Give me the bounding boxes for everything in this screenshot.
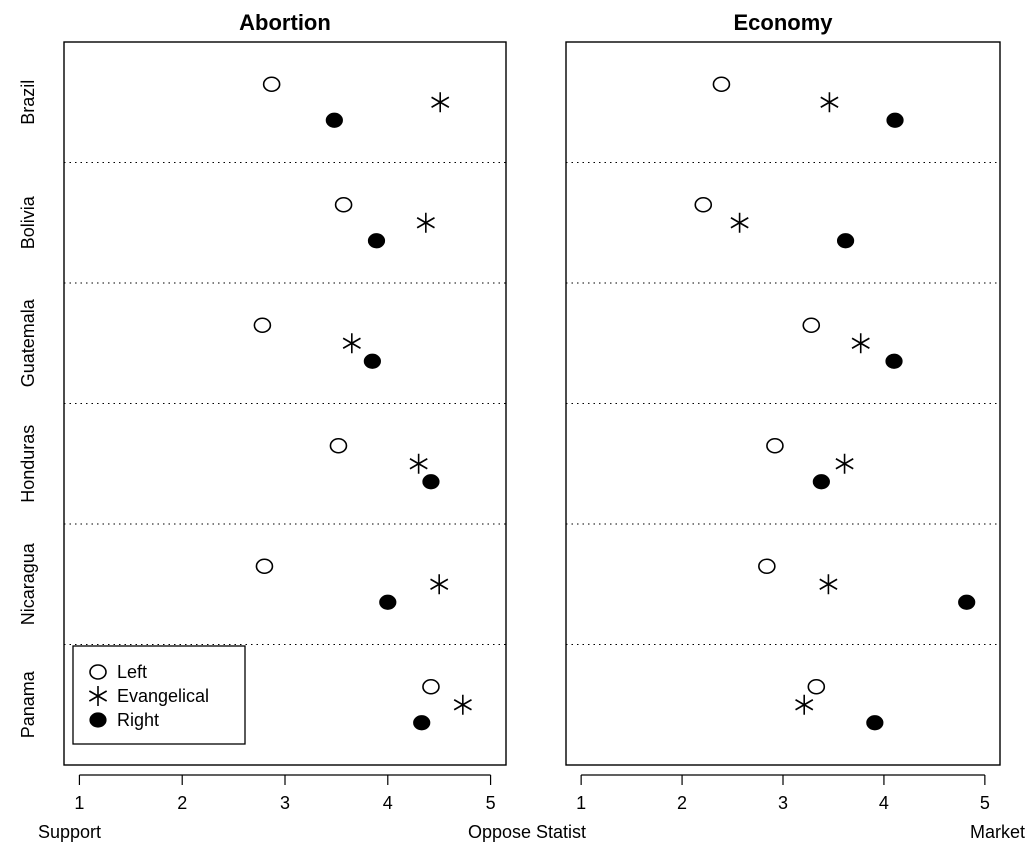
point-right-panama-abortion: [413, 715, 431, 731]
point-left-guatemala-abortion: [253, 317, 272, 334]
point-evangelical-honduras-abortion: [409, 453, 428, 474]
x-tick-label: 2: [677, 793, 687, 813]
point-right-bolivia-economy: [836, 233, 855, 249]
point-left-bolivia-economy: [694, 196, 713, 213]
point-evangelical-bolivia-economy-stroke-3: [730, 217, 749, 229]
x-tick-label: 5: [486, 793, 496, 813]
x-tick-label: 1: [74, 793, 84, 813]
country-label-brazil: Brazil: [18, 80, 38, 125]
country-label-bolivia: Bolivia: [18, 195, 38, 249]
point-evangelical-honduras-economy-stroke-3: [835, 458, 854, 470]
point-evangelical-brazil-abortion: [431, 92, 450, 113]
point-evangelical-panama-economy: [795, 694, 814, 715]
point-evangelical-panama-abortion-stroke-3: [453, 699, 472, 711]
legend-marker-left: [89, 664, 107, 680]
point-left-panama-abortion: [422, 678, 440, 695]
legend-marker-right: [89, 712, 107, 728]
point-evangelical-honduras-economy: [835, 453, 854, 474]
point-evangelical-bolivia-abortion-stroke-3: [416, 217, 435, 229]
x-tick-label: 3: [280, 793, 290, 813]
country-label-guatemala: Guatemala: [18, 298, 38, 387]
legend-label-evangelical: Evangelical: [117, 686, 209, 706]
point-evangelical-brazil-economy: [820, 92, 839, 113]
country-label-honduras: Honduras: [18, 425, 38, 503]
point-evangelical-honduras-abortion-stroke-3: [409, 458, 428, 470]
point-evangelical-panama-economy-stroke-3: [795, 699, 814, 711]
point-left-brazil-economy: [712, 76, 731, 93]
x-high-label-economy: Market: [970, 822, 1025, 842]
point-right-honduras-economy: [812, 474, 830, 490]
panel-abortion: Abortion 1 2 3 4 5 Support Oppose Brazil Bolivia G…: [18, 10, 531, 842]
point-evangelical-brazil-economy-stroke-3: [820, 96, 839, 108]
point-right-honduras-abortion: [422, 474, 440, 490]
point-left-nicaragua-economy: [758, 558, 776, 575]
point-left-honduras-abortion: [329, 437, 348, 454]
point-evangelical-bolivia-abortion: [416, 212, 435, 233]
x-low-label-economy: Statist: [536, 822, 586, 842]
point-evangelical-brazil-abortion-stroke-3: [431, 96, 450, 108]
legend-marker-evangelical-stroke-3: [88, 690, 108, 702]
legend-box: [72, 645, 246, 745]
x-tick-label: 3: [778, 793, 788, 813]
point-left-panama-economy: [807, 678, 826, 695]
point-right-nicaragua-economy: [958, 594, 976, 610]
point-evangelical-bolivia-economy: [730, 212, 749, 233]
country-label-nicaragua: Nicaragua: [18, 542, 38, 625]
point-right-guatemala-abortion: [363, 353, 381, 369]
point-evangelical-guatemala-economy: [851, 333, 870, 354]
legend: Left Evangelical Right: [72, 645, 246, 745]
point-right-brazil-abortion: [325, 112, 343, 128]
point-left-brazil-abortion: [262, 76, 281, 93]
point-right-nicaragua-abortion: [379, 594, 397, 610]
point-left-honduras-economy: [766, 437, 784, 454]
x-tick-label: 4: [383, 793, 393, 813]
panel-title-economy: Economy: [733, 10, 833, 35]
point-evangelical-guatemala-abortion-stroke-3: [342, 337, 361, 349]
point-right-guatemala-economy: [885, 353, 903, 369]
x-tick-label: 4: [879, 793, 889, 813]
point-evangelical-panama-abortion: [453, 694, 472, 715]
point-evangelical-guatemala-economy-stroke-3: [851, 337, 870, 349]
point-evangelical-nicaragua-abortion-stroke-3: [430, 578, 449, 590]
panel-title-abortion: Abortion: [239, 10, 331, 35]
point-evangelical-nicaragua-economy: [819, 574, 838, 595]
point-right-brazil-economy: [886, 112, 904, 128]
point-left-guatemala-economy: [802, 317, 821, 334]
x-low-label-abortion: Support: [38, 822, 101, 842]
point-evangelical-guatemala-abortion: [342, 333, 361, 354]
point-left-bolivia-abortion: [334, 196, 353, 213]
x-tick-label: 1: [576, 793, 586, 813]
point-right-bolivia-abortion: [367, 233, 386, 249]
point-evangelical-nicaragua-abortion: [430, 574, 449, 595]
x-high-label-abortion: Oppose: [468, 822, 531, 842]
legend-marker-evangelical: [88, 686, 108, 706]
point-right-panama-economy: [866, 715, 884, 731]
point-evangelical-nicaragua-economy-stroke-3: [819, 578, 838, 590]
legend-label-right: Right: [117, 710, 159, 730]
country-label-panama: Panama: [18, 670, 38, 738]
point-left-nicaragua-abortion: [255, 558, 274, 575]
x-tick-label: 5: [980, 793, 990, 813]
panel-economy: Economy 1 2 3 4 5 Statist Market: [536, 10, 1025, 842]
legend-label-left: Left: [117, 662, 147, 682]
x-tick-label: 2: [177, 793, 187, 813]
